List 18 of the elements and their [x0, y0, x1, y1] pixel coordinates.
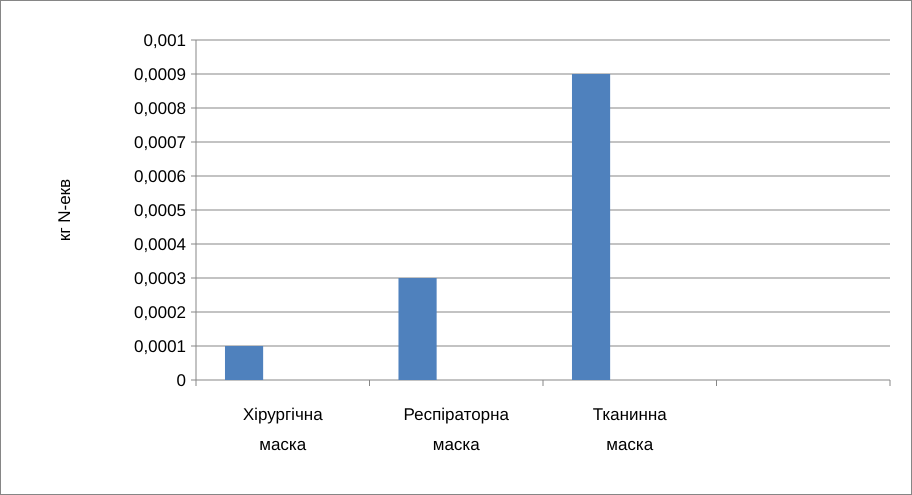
x-tick-label: Респіраторна маска — [404, 405, 510, 454]
y-tick-label: 0,0001 — [134, 336, 186, 356]
y-tick-label: 0,001 — [143, 30, 186, 50]
bar — [224, 346, 264, 380]
x-tick-label: Хірургічна маска — [242, 405, 324, 454]
y-tick-label: 0,0005 — [134, 200, 186, 220]
x-tick-label: Тканинна маска — [592, 405, 668, 454]
y-tick-label: 0,0004 — [134, 234, 186, 254]
y-tick-label: 0,0006 — [134, 166, 186, 186]
y-tick-label: 0,0002 — [134, 302, 186, 322]
bar — [398, 278, 437, 380]
y-tick-label: 0 — [176, 370, 186, 390]
y-tick-label: 0,0003 — [134, 268, 186, 288]
y-tick-label: 0,0008 — [134, 98, 186, 118]
y-axis-title: кг N-екв — [55, 178, 74, 242]
y-tick-label: 0,0007 — [134, 132, 186, 152]
y-tick-label: 0,0009 — [134, 64, 186, 84]
bar — [572, 74, 610, 380]
